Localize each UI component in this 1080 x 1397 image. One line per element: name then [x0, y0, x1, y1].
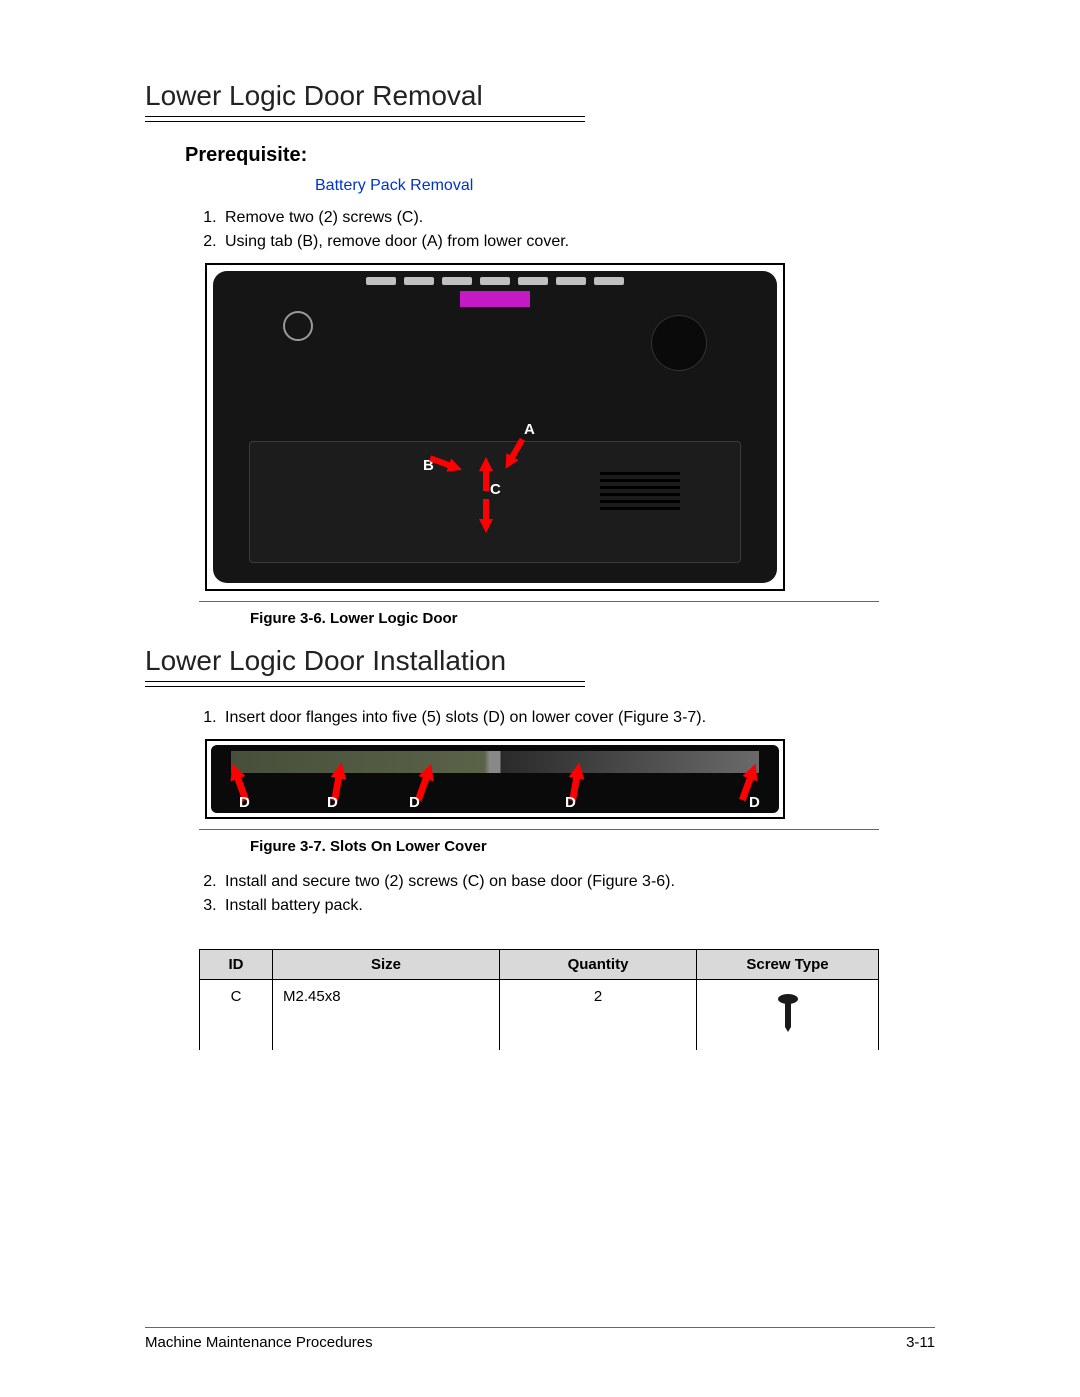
heading-rule-2 [145, 681, 585, 687]
td-qty: 2 [500, 980, 697, 1051]
battery-pack-removal-link[interactable]: Battery Pack Removal [315, 177, 935, 195]
heading-rule [145, 116, 585, 122]
figure1-label-a: A [524, 421, 535, 438]
install-step-3: Install battery pack. [221, 897, 935, 915]
footer-right: 3-11 [906, 1334, 935, 1351]
arrow-icon [479, 457, 493, 491]
removal-steps: Remove two (2) screws (C). Using tab (B)… [195, 209, 935, 251]
screw-table: ID Size Quantity Screw Type C M2.45x8 2 [199, 949, 879, 1050]
th-size: Size [273, 950, 500, 980]
footer-left: Machine Maintenance Procedures [145, 1334, 373, 1351]
install-step-1: Insert door flanges into five (5) slots … [221, 709, 935, 727]
page-footer: Machine Maintenance Procedures 3-11 [145, 1327, 935, 1351]
heading-installation: Lower Logic Door Installation [145, 645, 935, 677]
th-type: Screw Type [697, 950, 879, 980]
prerequisite-heading: Prerequisite: [185, 144, 935, 167]
td-id: C [200, 980, 273, 1051]
figure2-caption: Figure 3-7. Slots On Lower Cover [250, 838, 935, 855]
heading-removal: Lower Logic Door Removal [145, 80, 935, 112]
removal-step-2: Using tab (B), remove door (A) from lowe… [221, 233, 935, 251]
figure2-divider [199, 829, 879, 830]
figure2-label-d-3: D [409, 794, 420, 811]
td-screw-image [697, 980, 879, 1051]
install-steps-a: Insert door flanges into five (5) slots … [195, 709, 935, 727]
figure-lower-logic-door: A B C [205, 263, 785, 591]
figure-divider [199, 601, 879, 602]
th-qty: Quantity [500, 950, 697, 980]
figure2-label-d-1: D [239, 794, 250, 811]
figure2-label-d-5: D [749, 794, 760, 811]
install-step-2: Install and secure two (2) screws (C) on… [221, 873, 935, 891]
install-steps-b: Install and secure two (2) screws (C) on… [195, 873, 935, 915]
figure1-caption: Figure 3-6. Lower Logic Door [250, 610, 935, 627]
removal-step-1: Remove two (2) screws (C). [221, 209, 935, 227]
figure2-label-d-4: D [565, 794, 576, 811]
screw-icon [777, 992, 799, 1032]
figure-slots-lower-cover: D D D D D [205, 739, 785, 819]
arrow-icon [479, 499, 493, 533]
td-size: M2.45x8 [273, 980, 500, 1051]
figure2-label-d-2: D [327, 794, 338, 811]
th-id: ID [200, 950, 273, 980]
